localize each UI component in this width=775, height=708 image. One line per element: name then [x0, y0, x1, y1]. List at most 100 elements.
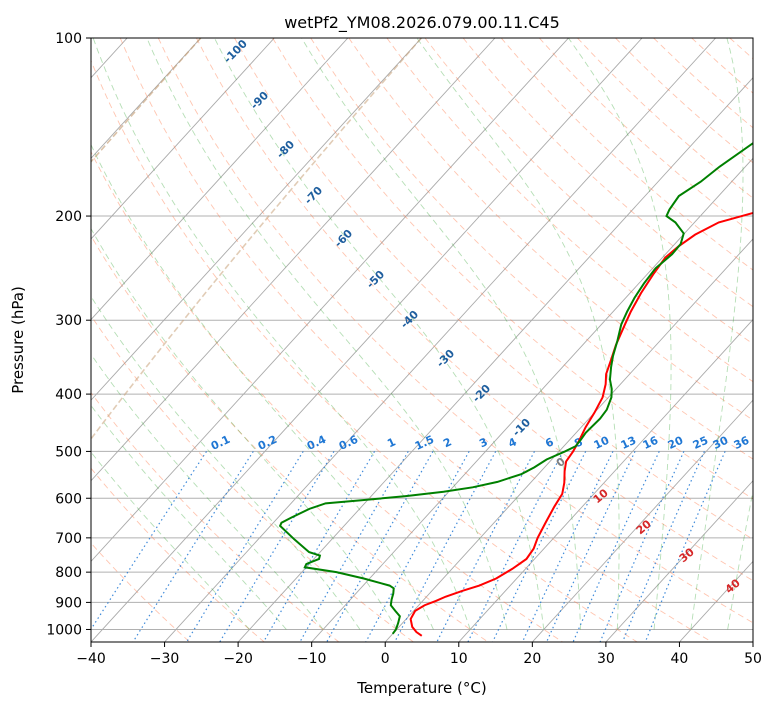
mixing-ratio-label: 30 — [711, 434, 731, 452]
dry-adiabat-line — [157, 38, 753, 624]
dry-adiabat-line — [91, 59, 638, 642]
moist-adiabat-line — [214, 38, 545, 630]
mixing-ratio-label: 3 — [477, 435, 489, 450]
isotherm-line — [91, 38, 569, 563]
x-axis-ticks: −40 −30 −20 −10 0 10 20 30 40 50 — [76, 642, 762, 667]
isotherm-line — [237, 76, 753, 642]
theta-e-label: 20 — [634, 517, 654, 537]
mixing-ratio-line — [436, 451, 536, 642]
isotherm-label: -50 — [364, 268, 387, 291]
isotherm-line — [458, 318, 753, 642]
isotherm-label: -20 — [470, 382, 493, 405]
y-tick-label: 400 — [55, 387, 82, 403]
moist-adiabat-line — [91, 451, 250, 630]
moist-adiabat-line — [568, 38, 672, 630]
mixing-ratio-label: 16 — [641, 434, 661, 452]
plot-frame — [90, 37, 754, 643]
mixing-ratio-line — [365, 451, 470, 642]
moist-adiabat-line — [92, 38, 471, 630]
x-tick-label: 20 — [523, 651, 541, 667]
mixing-ratio-line — [262, 451, 376, 642]
y-tick-label: 500 — [55, 444, 82, 460]
x-tick-label: −20 — [223, 651, 253, 667]
mixing-ratio-line — [219, 451, 335, 642]
y-tick-label: 100 — [55, 31, 82, 47]
mixing-ratio-label: 13 — [619, 434, 638, 452]
moist-adiabat-line — [146, 38, 508, 630]
moist-adiabat-line — [91, 353, 324, 630]
moist-adiabat-line — [727, 488, 753, 630]
y-axis-ticks: 100 200 300 400 500 600 700 800 900 1000 — [46, 31, 91, 638]
moist-adiabat-line — [91, 227, 398, 630]
isotherm-label: -70 — [302, 184, 325, 207]
dry-adiabat-line — [234, 38, 753, 540]
isotherm-label: -60 — [332, 227, 355, 250]
dry-adiabat-line — [729, 38, 753, 60]
x-tick-label: 30 — [597, 651, 615, 667]
dry-adiabat-line — [119, 38, 713, 642]
mixing-ratio-label: 6 — [543, 435, 556, 450]
x-tick-label: 40 — [671, 651, 689, 667]
isotherm-line — [91, 38, 275, 240]
x-tick-label: −40 — [76, 651, 106, 667]
x-tick-label: 10 — [450, 651, 468, 667]
dry-adiabat-line — [538, 38, 753, 235]
y-tick-label: 900 — [55, 595, 82, 611]
y-tick-label: 600 — [55, 491, 82, 507]
isotherm-line — [164, 38, 716, 642]
mixing-ratio-line — [467, 451, 564, 642]
dry-adiabat-line — [462, 38, 753, 308]
y-tick-label: 800 — [55, 565, 82, 581]
isotherm-line — [91, 38, 202, 159]
isotherm-line — [605, 480, 753, 642]
y-tick-label: 300 — [55, 313, 82, 329]
mixing-ratio-label: 2 — [441, 435, 453, 450]
dry-adiabat-line — [91, 542, 190, 642]
isotherm-line — [311, 157, 753, 642]
dry-adiabat-line — [386, 38, 753, 383]
isotherm-label: -40 — [398, 308, 421, 331]
mixing-ratio-line — [546, 451, 636, 642]
isotherm-label: -80 — [274, 138, 297, 161]
mixing-ratio-line — [91, 451, 208, 631]
isotherm-line — [91, 38, 422, 401]
isotherm-line — [384, 238, 753, 642]
chart-title: wetPf2_YM08.2026.079.00.11.C45 — [284, 13, 560, 33]
mixing-ratio-label: 20 — [666, 434, 686, 452]
x-axis-label: Temperature (°C) — [356, 679, 486, 697]
dry-adiabat-line — [91, 391, 340, 642]
x-tick-label: −10 — [297, 651, 327, 667]
moist-adiabat-line — [91, 143, 434, 630]
isotherm-line — [531, 399, 753, 642]
y-tick-label: 700 — [55, 531, 82, 547]
moist-adiabat-line — [91, 404, 287, 630]
mixing-ratio-line — [644, 451, 726, 642]
y-axis-label: Pressure (hPa) — [9, 286, 27, 394]
y-tick-label: 200 — [55, 209, 82, 225]
isotherm-label: -10 — [510, 416, 533, 439]
dry-adiabat-line — [91, 235, 489, 642]
mixing-ratio-label: 36 — [732, 434, 752, 452]
isotherm-line — [752, 641, 753, 642]
dry-adiabat-line — [691, 38, 753, 94]
x-tick-label: −30 — [150, 651, 180, 667]
mixing-ratio-line — [572, 451, 660, 642]
x-tick-label: 50 — [744, 651, 762, 667]
dry-adiabat-line — [653, 38, 753, 129]
isotherm-line — [91, 38, 643, 642]
dewpoint-profile — [278, 141, 753, 635]
isotherm-line — [91, 38, 496, 482]
sounding-profiles — [278, 141, 753, 637]
mixing-ratio-label: 0.1 — [209, 433, 232, 453]
mixing-ratio-line — [521, 451, 614, 642]
mixing-ratio-line — [299, 451, 409, 642]
moist-adiabat-line — [91, 295, 361, 630]
mixing-ratio-label: 10 — [592, 434, 612, 452]
isotherm-line — [91, 38, 349, 321]
mixing-ratio-line — [186, 451, 304, 642]
mixing-ratio-line — [599, 451, 685, 642]
mixing-ratio-line — [326, 451, 434, 642]
moist-adiabat-line — [690, 38, 744, 630]
plot-background — [91, 38, 753, 642]
